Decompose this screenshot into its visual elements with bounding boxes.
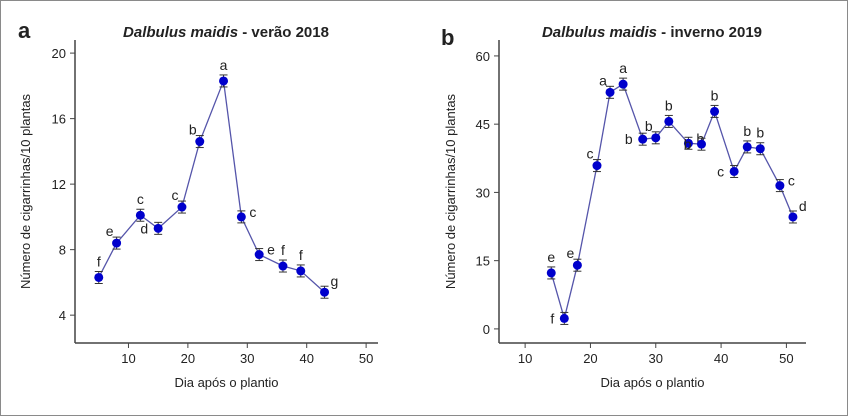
significance-letter: c [717, 163, 724, 179]
significance-letter: b [711, 87, 719, 103]
data-point [153, 223, 163, 233]
y-tick-label: 8 [59, 243, 66, 258]
significance-letter: b [189, 122, 197, 138]
significance-letter: g [331, 273, 339, 289]
significance-letter: e [566, 245, 574, 261]
significance-letter: a [599, 72, 607, 88]
x-tick-label: 40 [299, 351, 313, 366]
x-tick-label: 20 [181, 351, 195, 366]
significance-letter: b [684, 136, 692, 152]
x-tick-label: 20 [583, 351, 597, 366]
significance-letter: b [645, 118, 653, 134]
significance-letter: e [106, 223, 114, 239]
chart-title: Dalbulus maidis - verão 2018 [123, 24, 329, 41]
significance-letter: c [788, 173, 795, 189]
significance-letter: c [586, 146, 593, 162]
data-point [219, 76, 229, 86]
data-point [296, 266, 306, 276]
panel-a: a Dalbulus maidis - verão 2018 10 20 30 40 50 4… [18, 18, 378, 390]
x-tick-label: 50 [359, 351, 373, 366]
y-tick-label: 0 [483, 322, 490, 337]
significance-letter: f [550, 310, 554, 326]
data-point [788, 212, 798, 222]
data-point [572, 260, 582, 270]
y-tick-label: 60 [476, 49, 490, 64]
panel-label: a [18, 18, 31, 43]
data-point [320, 287, 330, 297]
x-tick-label: 10 [518, 351, 532, 366]
panel-b: b Dalbulus maidis - inverno 2019 10 20 30 40 5… [441, 24, 807, 390]
significance-letter: d [140, 220, 148, 236]
data-point [696, 139, 706, 149]
significance-letter: c [171, 187, 178, 203]
data-point [638, 134, 648, 144]
series-line [98, 80, 325, 293]
y-tick-label: 30 [476, 185, 490, 200]
data-point [546, 268, 556, 278]
data-point [710, 106, 720, 116]
chart-title: Dalbulus maidis - inverno 2019 [542, 24, 762, 41]
data-point [775, 181, 785, 191]
panel-label: b [441, 25, 454, 50]
significance-letter: f [281, 242, 285, 258]
title-rest: - inverno 2019 [657, 24, 762, 41]
title-species: Dalbulus maidis [123, 24, 238, 41]
x-axis-label: Dia após o plantio [174, 375, 278, 390]
significance-letter: f [97, 253, 101, 269]
significance-letter: a [220, 57, 228, 73]
title-species: Dalbulus maidis [542, 24, 657, 41]
y-tick-label: 45 [476, 117, 490, 132]
data-point [742, 142, 752, 152]
significance-letter: c [137, 191, 144, 207]
significance-letter: b [743, 123, 751, 139]
y-axis-label: Número de cigarrinhas/10 plantas [443, 93, 458, 289]
data-point [177, 202, 187, 212]
x-tick-label: 50 [779, 351, 793, 366]
data-point [755, 144, 765, 154]
significance-letter: e [547, 249, 555, 265]
significance-letter: f [299, 247, 303, 263]
data-point [605, 87, 615, 97]
title-rest: - verão 2018 [238, 24, 329, 41]
data-point [651, 133, 661, 143]
data-point [135, 210, 145, 220]
data-point [618, 79, 628, 89]
x-axis-label: Dia após o plantio [600, 375, 704, 390]
significance-letter: b [625, 131, 633, 147]
significance-letter: b [665, 97, 673, 113]
significance-letter: b [756, 125, 764, 141]
data-point [195, 137, 205, 147]
data-point [94, 272, 104, 282]
significance-letter: e [267, 242, 275, 258]
significance-letter: a [619, 60, 627, 76]
y-tick-label: 16 [52, 112, 66, 127]
significance-letter: c [249, 204, 256, 220]
x-tick-label: 30 [649, 351, 663, 366]
x-tick-label: 10 [121, 351, 135, 366]
significance-letter: d [799, 198, 807, 214]
data-point [592, 161, 602, 171]
y-tick-label: 12 [52, 177, 66, 192]
data-point [729, 166, 739, 176]
data-point [112, 238, 122, 248]
data-point [559, 313, 569, 323]
data-point [236, 212, 246, 222]
data-point [683, 138, 693, 148]
y-tick-label: 4 [59, 308, 66, 323]
data-point [278, 261, 288, 271]
data-point [254, 250, 264, 260]
data-point [664, 116, 674, 126]
y-tick-label: 15 [476, 254, 490, 269]
y-tick-label: 20 [52, 46, 66, 61]
x-tick-label: 30 [240, 351, 254, 366]
y-axis-label: Número de cigarrinhas/10 plantas [18, 93, 33, 289]
x-tick-label: 40 [714, 351, 728, 366]
